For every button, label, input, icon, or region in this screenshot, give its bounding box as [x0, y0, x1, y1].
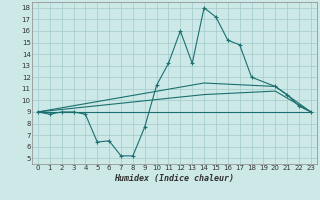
X-axis label: Humidex (Indice chaleur): Humidex (Indice chaleur)	[115, 174, 234, 183]
